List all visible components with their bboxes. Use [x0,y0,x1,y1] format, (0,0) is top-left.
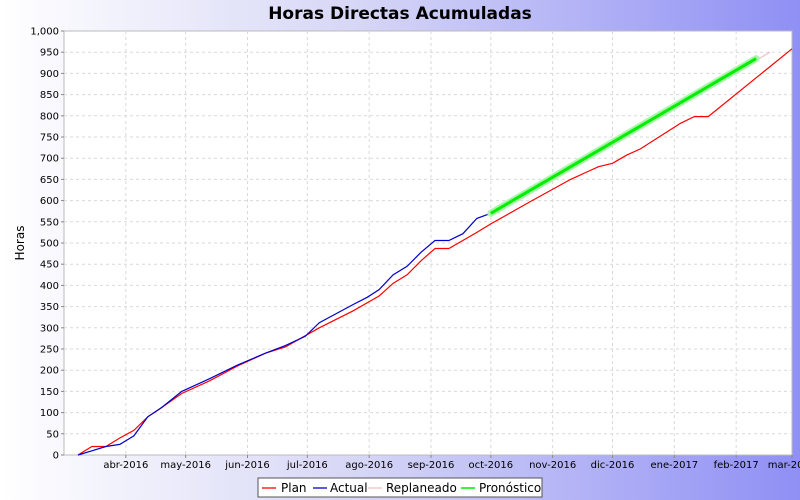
series-layer [77,48,793,456]
y-tick-label: 900 [40,69,59,80]
grid [64,31,792,455]
x-tick-label: dic-2016 [591,460,635,471]
x-tick-label: ene-2017 [650,460,698,471]
x-tick-label: jul-2016 [286,460,328,471]
legend: Plan Actual Replaneado Pronóstico [257,477,543,498]
y-tick-label: 550 [40,217,59,228]
series-line-actual [77,212,492,456]
y-tick-label: 450 [40,260,59,271]
x-tick-label: mar-2017 [768,460,800,471]
y-tick-label: 650 [40,175,59,186]
y-tick-label: 600 [40,196,59,207]
y-tick-label: 300 [40,323,59,334]
y-tick-label: 400 [40,281,59,292]
y-tick-label: 750 [40,133,59,144]
x-tick-label: nov-2016 [529,460,576,471]
y-tick-label: 100 [40,408,59,419]
x-tick-label: may-2016 [160,460,211,471]
x-tick-label: ago-2016 [345,460,393,471]
legend-label-plan: Plan [281,481,307,495]
y-tick-label: 800 [40,111,59,122]
y-tick-label: 350 [40,302,59,313]
x-tick-label: oct-2016 [469,460,514,471]
x-tick-label: feb-2017 [714,460,759,471]
y-axis-label: Horas [13,226,27,261]
x-tick-label: sep-2016 [408,460,455,471]
y-tick-label: 50 [46,429,59,440]
y-tick-label: 1,000 [30,27,59,38]
x-tick-label: abr-2016 [103,460,148,471]
legend-label-actual: Actual [330,481,368,495]
x-tick-label: jun-2016 [224,460,270,471]
y-tick-label: 700 [40,154,59,165]
y-tick-label: 0 [53,451,59,462]
legend-box [257,477,543,498]
y-tick-label: 150 [40,387,59,398]
y-tick-label: 250 [40,345,59,356]
chart-title: Horas Directas Acumuladas [268,4,532,24]
y-tick-label: 850 [40,90,59,101]
y-tick-label: 950 [40,48,59,59]
legend-label-pronostico: Pronóstico [479,481,541,495]
y-tick-label: 200 [40,366,59,377]
series-line-pronostico [490,57,757,215]
y-axis: 0 50 100 150 200 250 300 350 400 450 500 550 600 650 7… [30,27,64,462]
x-axis: abr-2016 may-2016 jun-2016 jul-2016 ago-2016… [103,455,800,471]
legend-label-replaneado: Replaneado [386,481,457,495]
y-tick-label: 500 [40,239,59,250]
